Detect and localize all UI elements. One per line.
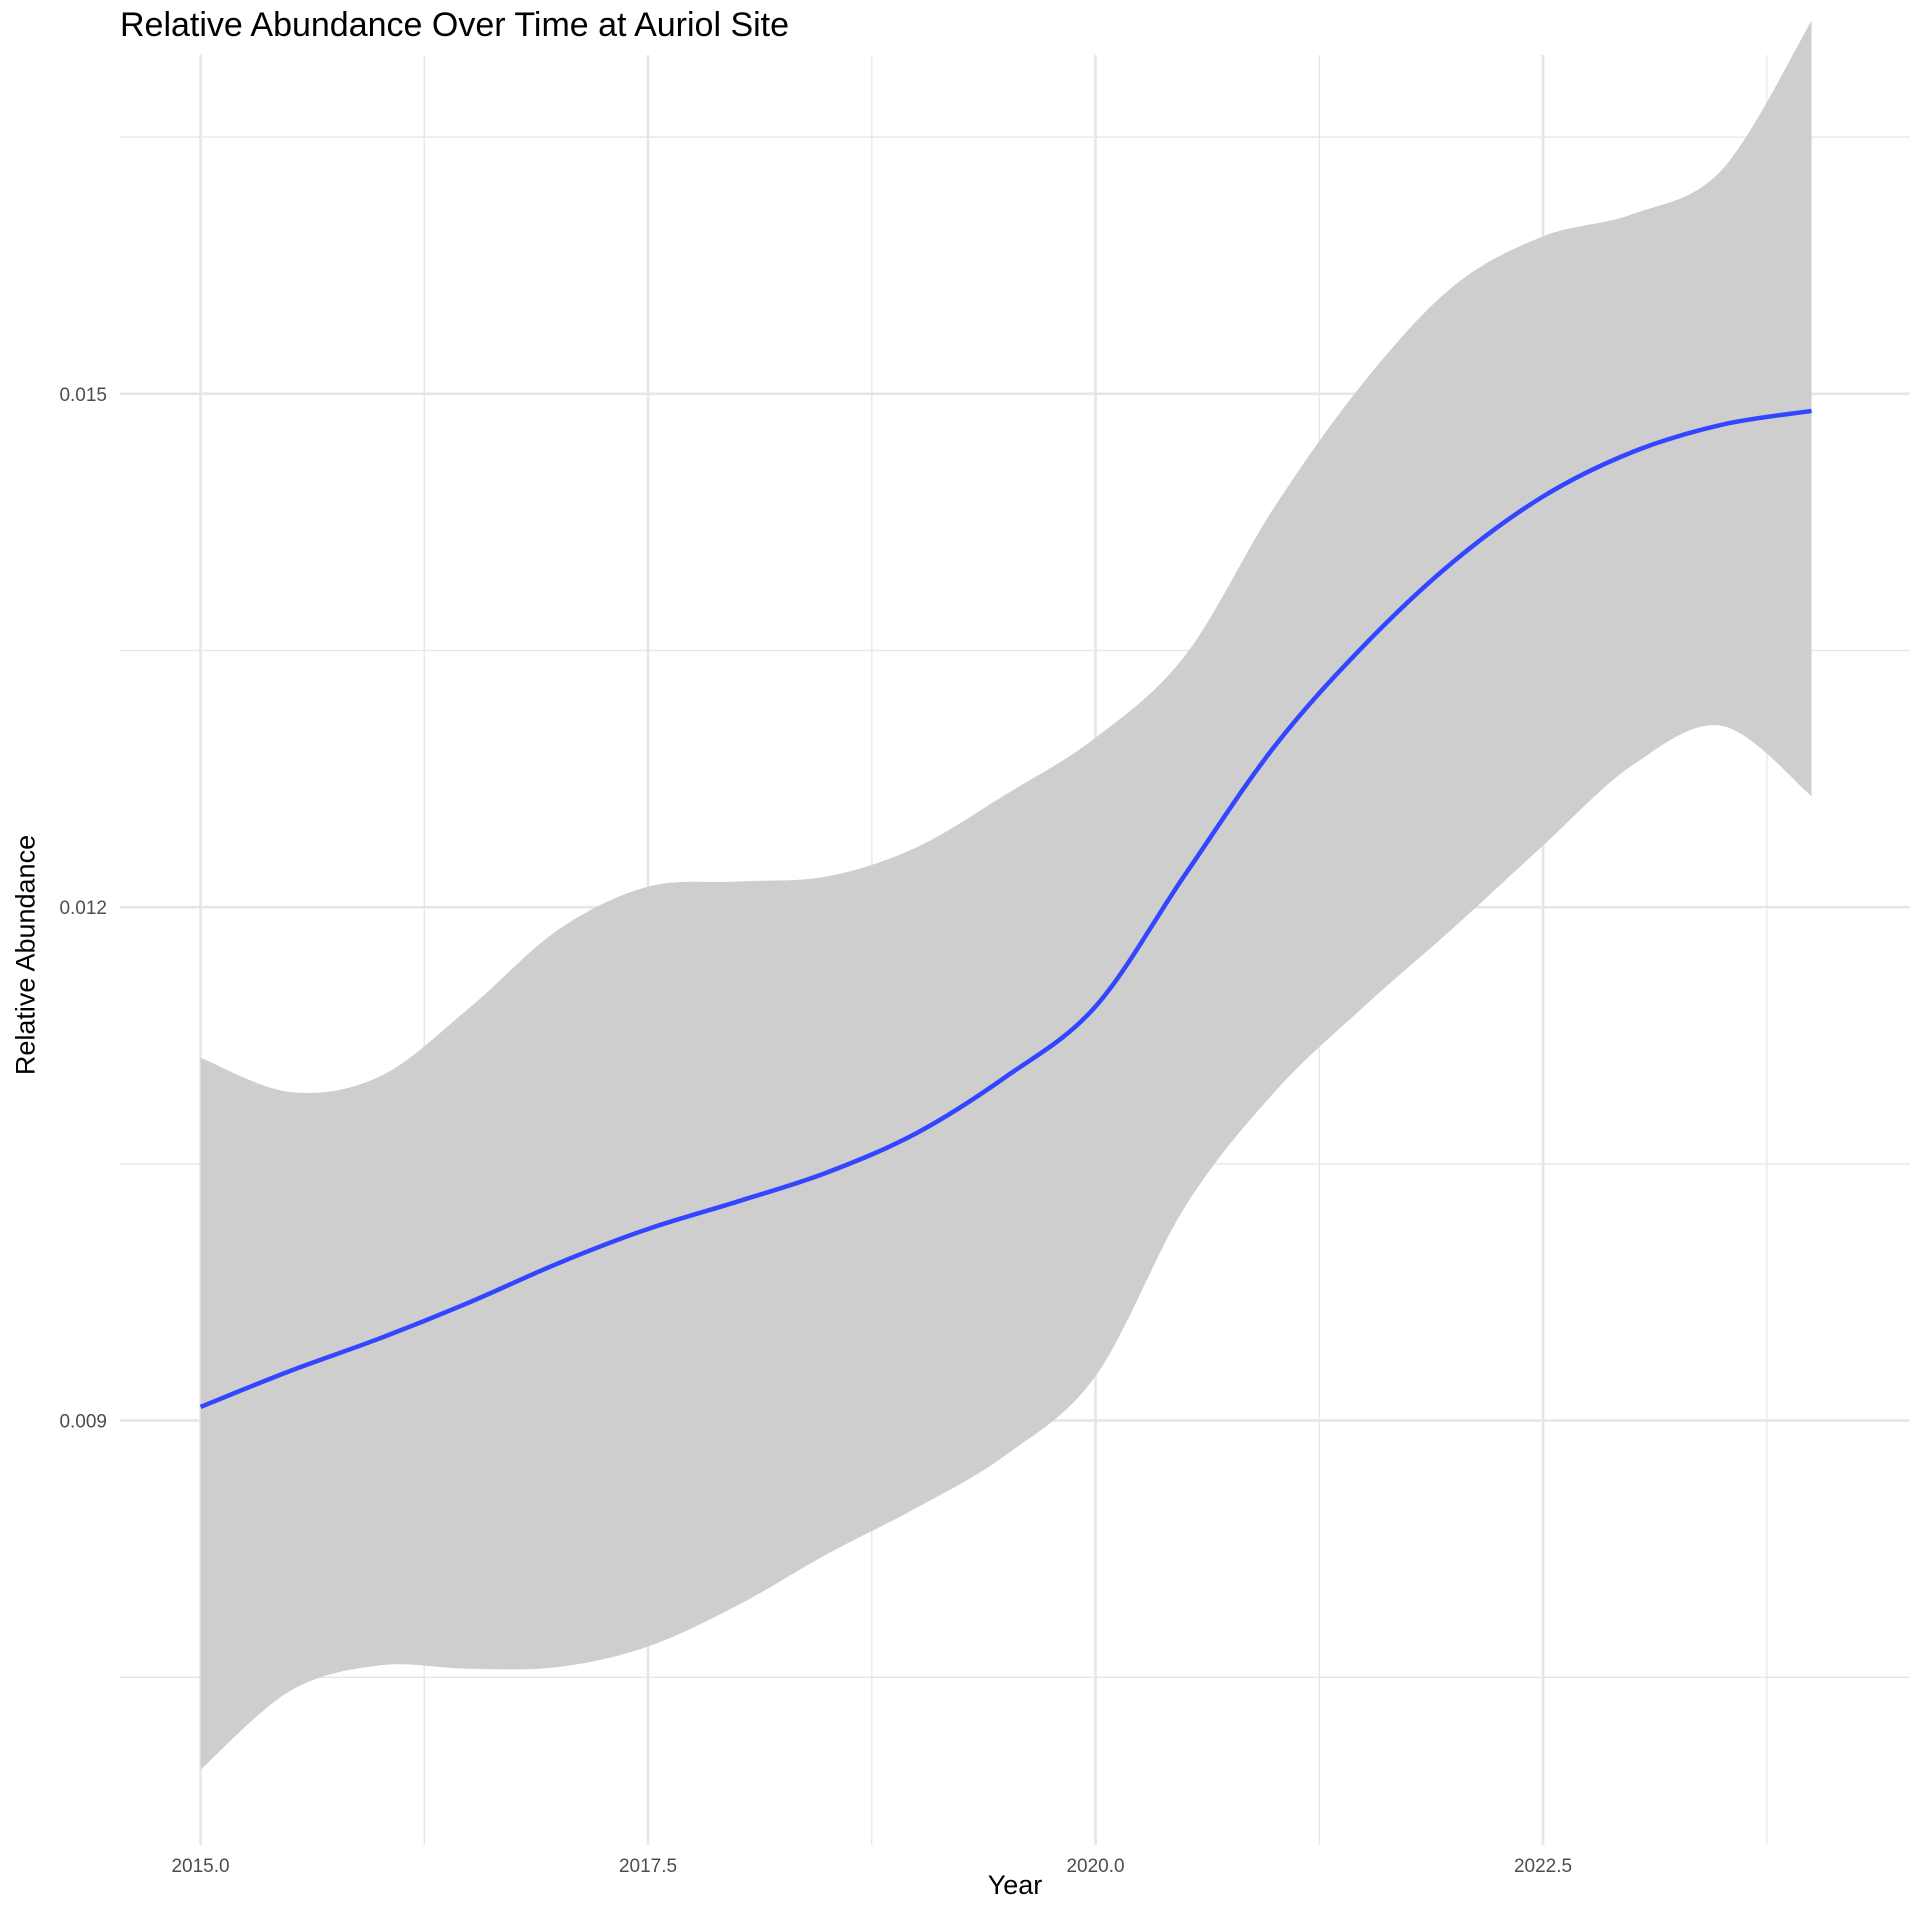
chart-title: Relative Abundance Over Time at Auriol S… (120, 6, 790, 44)
x-tick-label: 2017.5 (619, 1856, 677, 1877)
confidence-band-layer (200, 20, 1812, 1770)
x-tick-labels: 2015.0 2017.5 2020.0 2022.5 (171, 1856, 1572, 1877)
confidence-band (200, 20, 1812, 1770)
x-tick-label: 2020.0 (1066, 1856, 1124, 1877)
y-tick-labels: 0.009 0.012 0.015 (59, 385, 107, 1433)
x-tick-label: 2022.5 (1514, 1856, 1572, 1877)
y-tick-label: 0.009 (59, 1412, 107, 1433)
y-tick-label: 0.015 (59, 385, 107, 406)
x-tick-label: 2015.0 (171, 1856, 229, 1877)
y-tick-label: 0.012 (59, 898, 107, 919)
trend-line (199, 408, 1812, 1409)
x-axis-label: Year (987, 1870, 1043, 1900)
trend-line-layer (199, 408, 1812, 1409)
